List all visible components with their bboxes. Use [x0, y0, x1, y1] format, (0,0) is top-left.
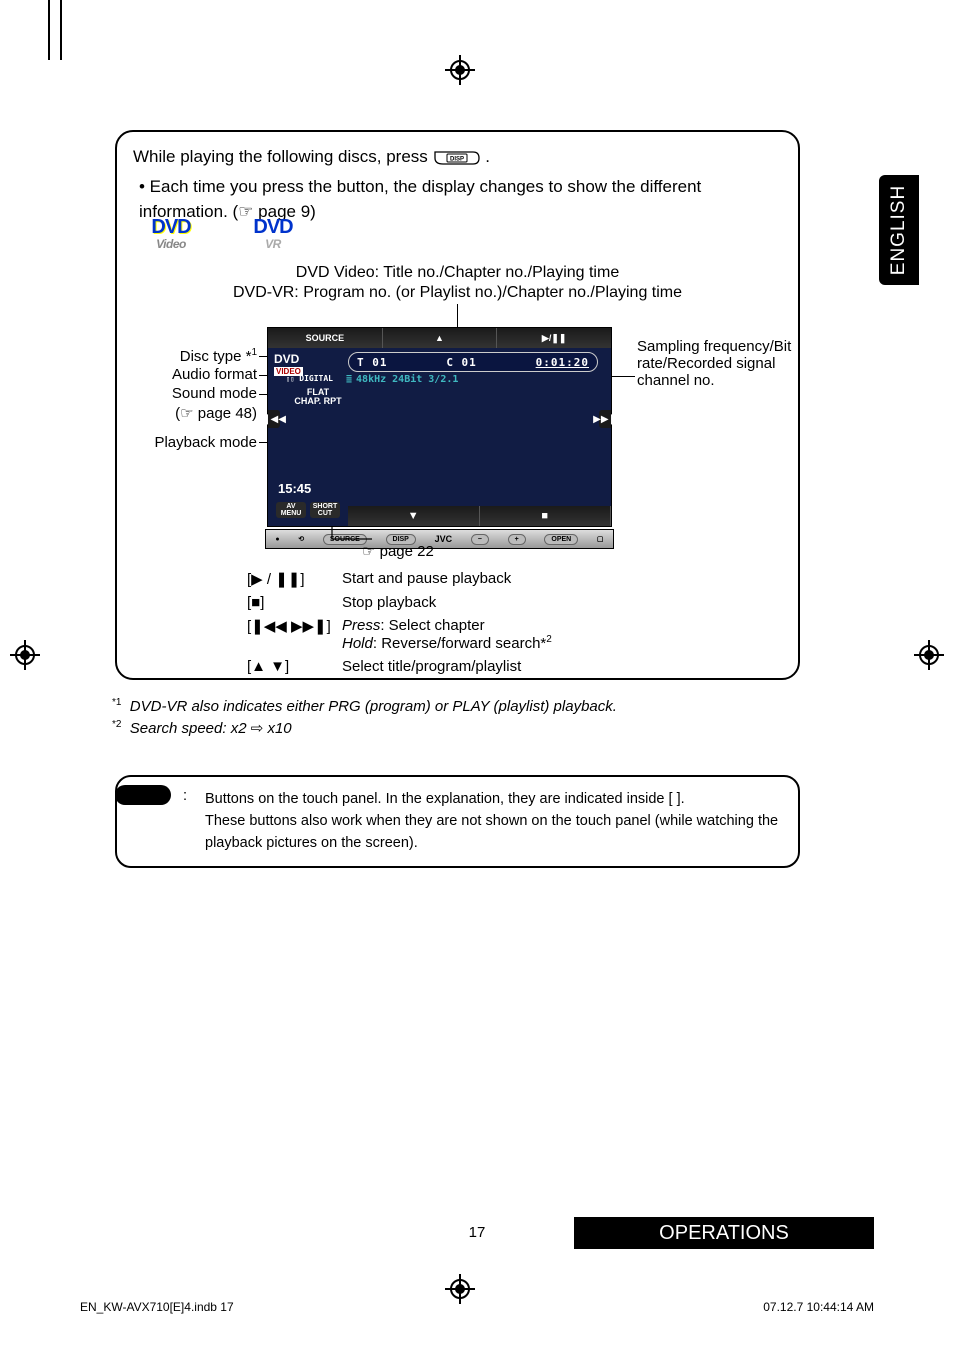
center-line-1: DVD Video: Title no./Chapter no./Playing…: [117, 264, 798, 282]
bezel-open[interactable]: OPEN: [544, 534, 578, 545]
control-desc: Select title/program/playlist: [342, 658, 521, 675]
connector-line: [457, 304, 458, 327]
play-pause-button[interactable]: ▶/❚❚: [497, 328, 611, 348]
info-bubble: T 01 C 01 0:01:20: [348, 352, 598, 372]
controls-table: [▶ / ❚❚] Start and pause playback [■] St…: [247, 570, 552, 681]
control-sym: [■]: [247, 594, 342, 611]
tip-content: Buttons on the touch panel. In the expla…: [205, 789, 782, 854]
av-menu-button[interactable]: AVMENU: [276, 502, 306, 518]
footnote-sup: *2: [112, 719, 121, 730]
control-desc: Start and pause playback: [342, 570, 511, 588]
osd-screen: SOURCE ▲ ▶/❚❚ DVD VIDEO T 01 C 01 0:01:2…: [267, 327, 612, 527]
label-playback-mode: Playback mode: [117, 434, 257, 451]
intro-pre: While playing the following discs, press: [133, 147, 433, 166]
touch-button-icon: [115, 785, 171, 805]
print-footer-left: EN_KW-AVX710[E]4.indb 17: [80, 1300, 234, 1314]
audio-format-line: ≣48kHz 24Bit 3/2.1: [346, 374, 458, 385]
label-audio-format: Audio format: [117, 366, 257, 383]
source-button[interactable]: SOURCE: [268, 328, 383, 348]
crop-mark: [60, 0, 62, 60]
play-time: 0:01:20: [536, 356, 589, 369]
tip-box: : Buttons on the touch panel. In the exp…: [115, 775, 800, 868]
control-sym: [❚◀◀ ▶▶❚]: [247, 617, 342, 652]
language-tab: ENGLISH: [879, 175, 919, 285]
registration-mark: [914, 640, 944, 670]
jvc-logo: JVC: [435, 534, 453, 544]
dvd-video-logo: DVD Video: [135, 217, 207, 262]
tip-line1: Buttons on the touch panel. In the expla…: [205, 789, 782, 811]
label-sound-mode: Sound mode: [117, 385, 257, 402]
clock: 15:45: [278, 481, 311, 496]
footnote-text: DVD-VR also indicates either PRG (progra…: [130, 698, 617, 715]
down-button[interactable]: ▼: [348, 506, 480, 526]
svg-text:DISP: DISP: [450, 156, 464, 162]
control-sym: [▶ / ❚❚]: [247, 570, 342, 588]
registration-mark: [10, 640, 40, 670]
page-number: 17: [0, 1224, 954, 1241]
prev-button[interactable]: ❚◀◀: [268, 410, 280, 428]
screen-bottom-bar: ▼ ■: [348, 506, 611, 526]
dvd-vr-logo: DVD VR: [237, 217, 309, 262]
main-instruction-box: While playing the following discs, press…: [115, 130, 800, 680]
tip-line2: These buttons also work when they are no…: [205, 811, 782, 855]
stop-button[interactable]: ■: [480, 506, 612, 526]
shortcut-button[interactable]: SHORTCUT: [310, 502, 340, 518]
control-desc: Stop playback: [342, 594, 436, 611]
dolby-indicator: ▯▯ DIGITAL: [286, 374, 333, 383]
footnote-sup: *1: [112, 697, 121, 708]
footnote-text: Search speed: x2 ⇨ x10: [130, 720, 292, 737]
colon: :: [183, 786, 187, 808]
sound-mode-indicator: FLAT CHAP. RPT: [288, 388, 348, 406]
print-footer-right: 07.12.7 10:44:14 AM: [763, 1300, 874, 1314]
disc-type-indicator: DVD VIDEO: [274, 352, 303, 376]
footnotes: *1 DVD-VR also indicates either PRG (pro…: [112, 697, 617, 741]
dvd-logos: DVD Video DVD VR: [135, 217, 309, 262]
registration-mark: [445, 55, 475, 85]
control-sym: [▲ ▼]: [247, 658, 342, 675]
page-22-pointer: ☞ page 22: [362, 542, 434, 560]
label-sound-mode-ref: (☞ page 48): [117, 404, 257, 422]
crop-mark: [48, 0, 50, 60]
registration-mark: [445, 1274, 475, 1304]
center-line-2: DVD-VR: Program no. (or Playlist no.)/Ch…: [117, 284, 798, 302]
chapter-no: C 01: [446, 356, 477, 369]
title-no: T 01: [357, 356, 388, 369]
screen-top-bar: SOURCE ▲ ▶/❚❚: [268, 328, 611, 348]
bottom-soft-buttons: AVMENU SHORTCUT: [276, 502, 340, 518]
up-button[interactable]: ▲: [383, 328, 498, 348]
bezel-minus[interactable]: −: [471, 534, 489, 545]
disp-button-icon: DISP: [433, 150, 481, 166]
control-desc: Press: Select chapter Hold: Reverse/forw…: [342, 617, 552, 652]
bezel-plus[interactable]: +: [508, 534, 526, 545]
intro-block: While playing the following discs, press…: [133, 144, 782, 225]
next-button[interactable]: ▶▶❚: [599, 410, 611, 428]
intro-post: .: [485, 147, 490, 166]
language-label: ENGLISH: [888, 185, 910, 275]
label-sampling: Sampling frequency/Bit rate/Recorded sig…: [637, 338, 792, 389]
label-disc-type: Disc type *1: [117, 347, 257, 365]
